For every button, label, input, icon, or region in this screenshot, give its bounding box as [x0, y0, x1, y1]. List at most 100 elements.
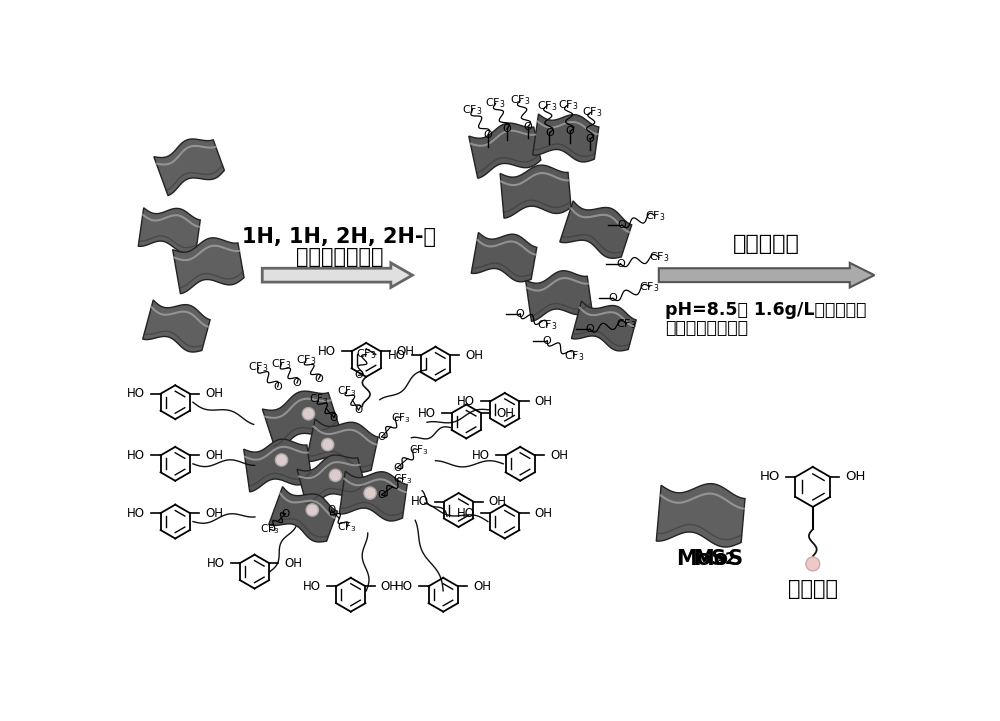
Text: O: O — [273, 382, 282, 392]
Text: pH=8.5， 1.6g/L的三羟甲基: pH=8.5， 1.6g/L的三羟甲基 — [665, 301, 866, 319]
Text: OH: OH — [205, 387, 223, 400]
Text: 1H, 1H, 2H, 2H-全: 1H, 1H, 2H, 2H-全 — [242, 226, 436, 247]
Text: O: O — [545, 128, 554, 138]
Text: CF$_3$: CF$_3$ — [462, 102, 483, 117]
Text: OH: OH — [489, 495, 507, 508]
Text: CF$_3$: CF$_3$ — [582, 105, 602, 119]
Text: O: O — [354, 371, 363, 380]
Polygon shape — [656, 484, 745, 547]
Circle shape — [306, 504, 318, 516]
Text: OH: OH — [396, 345, 414, 358]
Text: O: O — [281, 509, 289, 519]
Text: O: O — [524, 122, 532, 131]
Text: HO: HO — [127, 387, 145, 400]
Polygon shape — [571, 301, 636, 351]
Text: CF$_3$: CF$_3$ — [537, 99, 557, 112]
Circle shape — [329, 469, 342, 482]
Text: O: O — [393, 463, 401, 473]
Polygon shape — [154, 139, 224, 195]
Text: CF$_3$: CF$_3$ — [393, 472, 413, 486]
Text: 氟籵基三氯硫烷: 氟籵基三氯硫烷 — [296, 247, 383, 267]
Polygon shape — [469, 123, 541, 178]
Text: O: O — [503, 124, 511, 134]
Text: HO: HO — [418, 407, 436, 420]
Text: O: O — [585, 324, 594, 334]
Text: HO: HO — [318, 345, 336, 358]
Text: OH: OH — [846, 470, 866, 483]
Text: CF$_3$: CF$_3$ — [645, 209, 665, 223]
Text: O: O — [327, 505, 336, 515]
Text: 聚多巴胺: 聚多巴胺 — [788, 579, 838, 599]
Circle shape — [302, 407, 315, 420]
FancyArrow shape — [659, 263, 874, 288]
Polygon shape — [500, 165, 571, 218]
Text: CF$_3$: CF$_3$ — [337, 520, 357, 534]
Polygon shape — [173, 238, 244, 293]
Text: O: O — [483, 130, 492, 140]
Text: CF$_3$: CF$_3$ — [296, 353, 316, 367]
Text: OH: OH — [550, 449, 568, 462]
Text: CF$_3$: CF$_3$ — [485, 97, 506, 110]
Text: 2: 2 — [724, 552, 735, 567]
Polygon shape — [143, 300, 210, 352]
Text: O: O — [566, 126, 575, 136]
Text: HO: HO — [387, 349, 405, 362]
Polygon shape — [560, 201, 632, 258]
Text: CF$_3$: CF$_3$ — [537, 318, 557, 332]
Text: OH: OH — [285, 557, 303, 570]
Text: CF$_3$: CF$_3$ — [391, 411, 411, 425]
Text: CF$_3$: CF$_3$ — [564, 349, 584, 363]
Polygon shape — [526, 271, 592, 322]
Text: HO: HO — [127, 449, 145, 462]
FancyArrow shape — [262, 263, 412, 288]
Text: O: O — [585, 134, 594, 144]
Text: CF$_3$: CF$_3$ — [337, 384, 357, 397]
Text: O: O — [617, 220, 626, 230]
Text: O: O — [608, 293, 617, 304]
Polygon shape — [306, 419, 378, 472]
Text: O: O — [377, 490, 386, 500]
Text: HO: HO — [457, 395, 475, 408]
Text: CF$_3$: CF$_3$ — [639, 280, 660, 293]
Text: MoS: MoS — [693, 549, 744, 569]
Text: HO: HO — [303, 580, 321, 593]
Text: HO: HO — [395, 580, 413, 593]
Text: O: O — [516, 309, 525, 319]
Polygon shape — [269, 487, 338, 542]
Text: HO: HO — [457, 507, 475, 520]
Text: O: O — [377, 432, 386, 442]
Text: OH: OH — [205, 507, 223, 520]
Text: O: O — [293, 378, 301, 388]
Text: $_2$: $_2$ — [717, 549, 724, 564]
Text: OH: OH — [381, 580, 399, 593]
Text: HO: HO — [206, 557, 224, 570]
Text: OH: OH — [535, 395, 553, 408]
Text: O: O — [314, 374, 323, 384]
Text: 氨基甲烷缓冲溶液: 氨基甲烷缓冲溶液 — [665, 319, 748, 337]
Text: O: O — [330, 412, 338, 423]
Text: CF$_3$: CF$_3$ — [510, 94, 530, 107]
Text: CF$_3$: CF$_3$ — [356, 348, 376, 361]
Text: CF$_3$: CF$_3$ — [248, 360, 269, 374]
Text: CF$_3$: CF$_3$ — [271, 357, 292, 371]
Text: OH: OH — [205, 449, 223, 462]
Text: O: O — [616, 259, 625, 269]
Text: CF$_3$: CF$_3$ — [558, 98, 578, 112]
Circle shape — [322, 438, 334, 451]
Text: OH: OH — [466, 349, 484, 362]
Text: HO: HO — [472, 449, 490, 462]
Text: HO: HO — [760, 470, 780, 483]
Text: O: O — [354, 405, 363, 415]
Circle shape — [364, 487, 376, 499]
Circle shape — [275, 454, 288, 466]
Text: CF$_3$: CF$_3$ — [616, 317, 637, 331]
Polygon shape — [471, 232, 537, 282]
Text: MoS: MoS — [676, 549, 726, 569]
Text: CF$_3$: CF$_3$ — [649, 251, 669, 265]
Text: CF$_3$: CF$_3$ — [260, 523, 280, 536]
Circle shape — [806, 557, 820, 571]
Text: CF$_3$: CF$_3$ — [409, 443, 428, 457]
Polygon shape — [262, 391, 339, 451]
Text: HO: HO — [411, 495, 429, 508]
Text: HO: HO — [127, 507, 145, 520]
